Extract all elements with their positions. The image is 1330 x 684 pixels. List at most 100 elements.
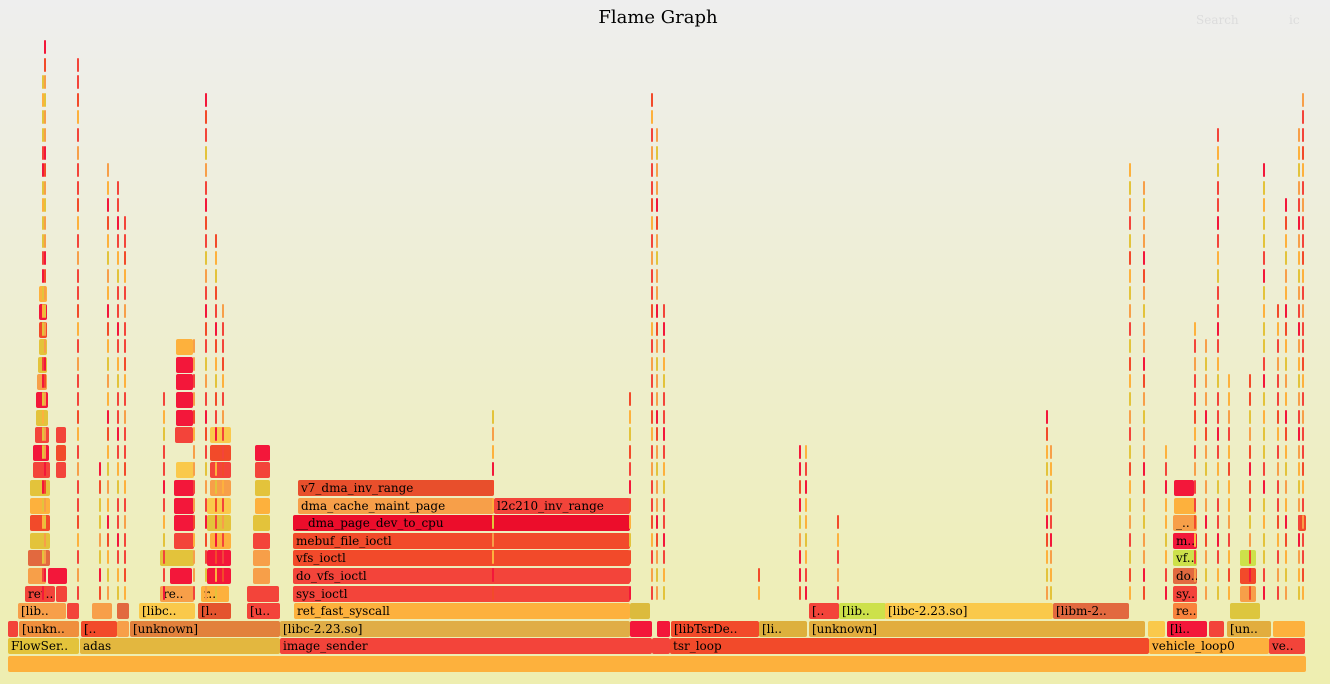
root-frame[interactable] xyxy=(8,656,1306,672)
flame-frame-thin[interactable] xyxy=(629,480,631,494)
flame-frame-thin[interactable] xyxy=(42,533,44,547)
flame-frame-thin[interactable] xyxy=(1277,533,1279,547)
flame-frame-thin[interactable] xyxy=(1298,533,1300,547)
flame-frame-thin[interactable] xyxy=(1277,339,1279,353)
flame-frame-thin[interactable] xyxy=(1228,550,1230,564)
flame-frame[interactable] xyxy=(1174,480,1194,496)
flame-frame-thin[interactable] xyxy=(107,198,109,212)
flame-frame-thin[interactable] xyxy=(107,445,109,459)
flame-frame-thin[interactable] xyxy=(1298,498,1300,512)
flame-frame-thin[interactable] xyxy=(205,586,207,600)
flame-frame-thin[interactable] xyxy=(799,586,801,600)
flame-frame-thin[interactable] xyxy=(124,216,126,230)
flame-frame-thin[interactable] xyxy=(1217,198,1219,212)
flame-frame-thin[interactable] xyxy=(799,498,801,512)
flame-frame-thin[interactable] xyxy=(1217,568,1219,582)
flame-frame-thin[interactable] xyxy=(656,339,658,353)
flame-frame-thin[interactable] xyxy=(656,515,658,529)
flame-frame-thin[interactable] xyxy=(124,586,126,600)
flame-frame-thin[interactable] xyxy=(107,269,109,283)
flame-frame-thin[interactable] xyxy=(44,339,46,353)
flame-frame-thin[interactable] xyxy=(492,445,494,459)
flame-frame-thin[interactable] xyxy=(1228,445,1230,459)
flame-frame-thin[interactable] xyxy=(222,586,224,600)
flame-frame[interactable] xyxy=(175,427,193,443)
flame-frame-thin[interactable] xyxy=(1249,445,1251,459)
flame-frame-thin[interactable] xyxy=(1217,216,1219,230)
flame-frame-thin[interactable] xyxy=(1285,234,1287,248)
flame-frame-thin[interactable] xyxy=(1165,550,1167,564)
flame-frame-thin[interactable] xyxy=(117,357,119,371)
flame-frame-labeled[interactable]: [li.. xyxy=(759,621,807,637)
flame-frame-thin[interactable] xyxy=(799,445,801,459)
flame-frame-thin[interactable] xyxy=(107,357,109,371)
flame-frame-thin[interactable] xyxy=(758,586,760,600)
flame-frame-thin[interactable] xyxy=(42,322,44,336)
flame-frame-thin[interactable] xyxy=(124,234,126,248)
flame-frame[interactable] xyxy=(210,533,231,549)
flame-frame-thin[interactable] xyxy=(42,181,44,195)
flame-frame-thin[interactable] xyxy=(77,146,79,160)
flame-frame-thin[interactable] xyxy=(1228,480,1230,494)
flame-frame-thin[interactable] xyxy=(44,216,46,230)
flame-frame-thin[interactable] xyxy=(205,163,207,177)
flame-frame-thin[interactable] xyxy=(1050,498,1052,512)
flame-frame-thin[interactable] xyxy=(1046,568,1048,582)
flame-frame-thin[interactable] xyxy=(1205,357,1207,371)
flame-frame-thin[interactable] xyxy=(1046,550,1048,564)
flame-frame-thin[interactable] xyxy=(651,181,653,195)
flame-frame-thin[interactable] xyxy=(1205,410,1207,424)
flame-frame[interactable] xyxy=(255,498,270,514)
flame-frame-thin[interactable] xyxy=(651,163,653,177)
flame-frame-thin[interactable] xyxy=(117,234,119,248)
flame-frame-labeled[interactable]: [unknown] xyxy=(809,621,1145,637)
flame-frame-thin[interactable] xyxy=(1129,198,1131,212)
flame-frame-thin[interactable] xyxy=(1285,269,1287,283)
flame-frame-thin[interactable] xyxy=(1129,392,1131,406)
flame-frame-thin[interactable] xyxy=(107,550,109,564)
flame-frame-thin[interactable] xyxy=(1285,550,1287,564)
flame-frame-thin[interactable] xyxy=(805,462,807,476)
flame-frame-thin[interactable] xyxy=(1050,515,1052,529)
flame-frame-thin[interactable] xyxy=(42,357,44,371)
flame-frame-thin[interactable] xyxy=(99,515,101,529)
flame-frame-thin[interactable] xyxy=(1217,462,1219,476)
flame-frame-thin[interactable] xyxy=(799,550,801,564)
flame-frame-thin[interactable] xyxy=(656,445,658,459)
flame-frame-labeled[interactable]: [l.. xyxy=(198,603,231,619)
flame-frame-thin[interactable] xyxy=(215,392,217,406)
flame-frame-thin[interactable] xyxy=(77,550,79,564)
flame-frame-thin[interactable] xyxy=(1217,498,1219,512)
flame-frame-thin[interactable] xyxy=(1298,163,1300,177)
flame-frame-thin[interactable] xyxy=(77,515,79,529)
flame-frame-thin[interactable] xyxy=(42,445,44,459)
flame-frame-thin[interactable] xyxy=(1205,533,1207,547)
flame-frame-thin[interactable] xyxy=(215,339,217,353)
flame-frame-thin[interactable] xyxy=(1143,251,1145,265)
flame-frame-thin[interactable] xyxy=(1143,216,1145,230)
flame-frame-thin[interactable] xyxy=(215,410,217,424)
flame-frame-thin[interactable] xyxy=(837,550,839,564)
flame-frame[interactable] xyxy=(1148,621,1165,637)
flame-frame-thin[interactable] xyxy=(1277,445,1279,459)
flame-frame-thin[interactable] xyxy=(193,550,195,564)
flame-frame[interactable] xyxy=(247,586,279,602)
flame-frame-thin[interactable] xyxy=(44,357,46,371)
flame-frame-thin[interactable] xyxy=(222,550,224,564)
flame-frame-thin[interactable] xyxy=(124,445,126,459)
flame-frame-thin[interactable] xyxy=(1194,322,1196,336)
flame-frame-thin[interactable] xyxy=(1298,515,1300,529)
flame-frame-thin[interactable] xyxy=(656,392,658,406)
flame-frame-thin[interactable] xyxy=(651,392,653,406)
flame-frame-thin[interactable] xyxy=(44,110,46,124)
flame-frame-thin[interactable] xyxy=(1298,586,1300,600)
flame-frame-thin[interactable] xyxy=(42,146,44,160)
ignore-case-toggle[interactable]: ic xyxy=(1289,13,1300,27)
flame-frame[interactable] xyxy=(630,603,650,619)
flame-frame-thin[interactable] xyxy=(1302,110,1304,124)
flame-frame-thin[interactable] xyxy=(1143,410,1145,424)
flame-frame-thin[interactable] xyxy=(651,515,653,529)
flame-frame-thin[interactable] xyxy=(1217,146,1219,160)
flame-frame-thin[interactable] xyxy=(117,286,119,300)
flame-frame-thin[interactable] xyxy=(205,515,207,529)
